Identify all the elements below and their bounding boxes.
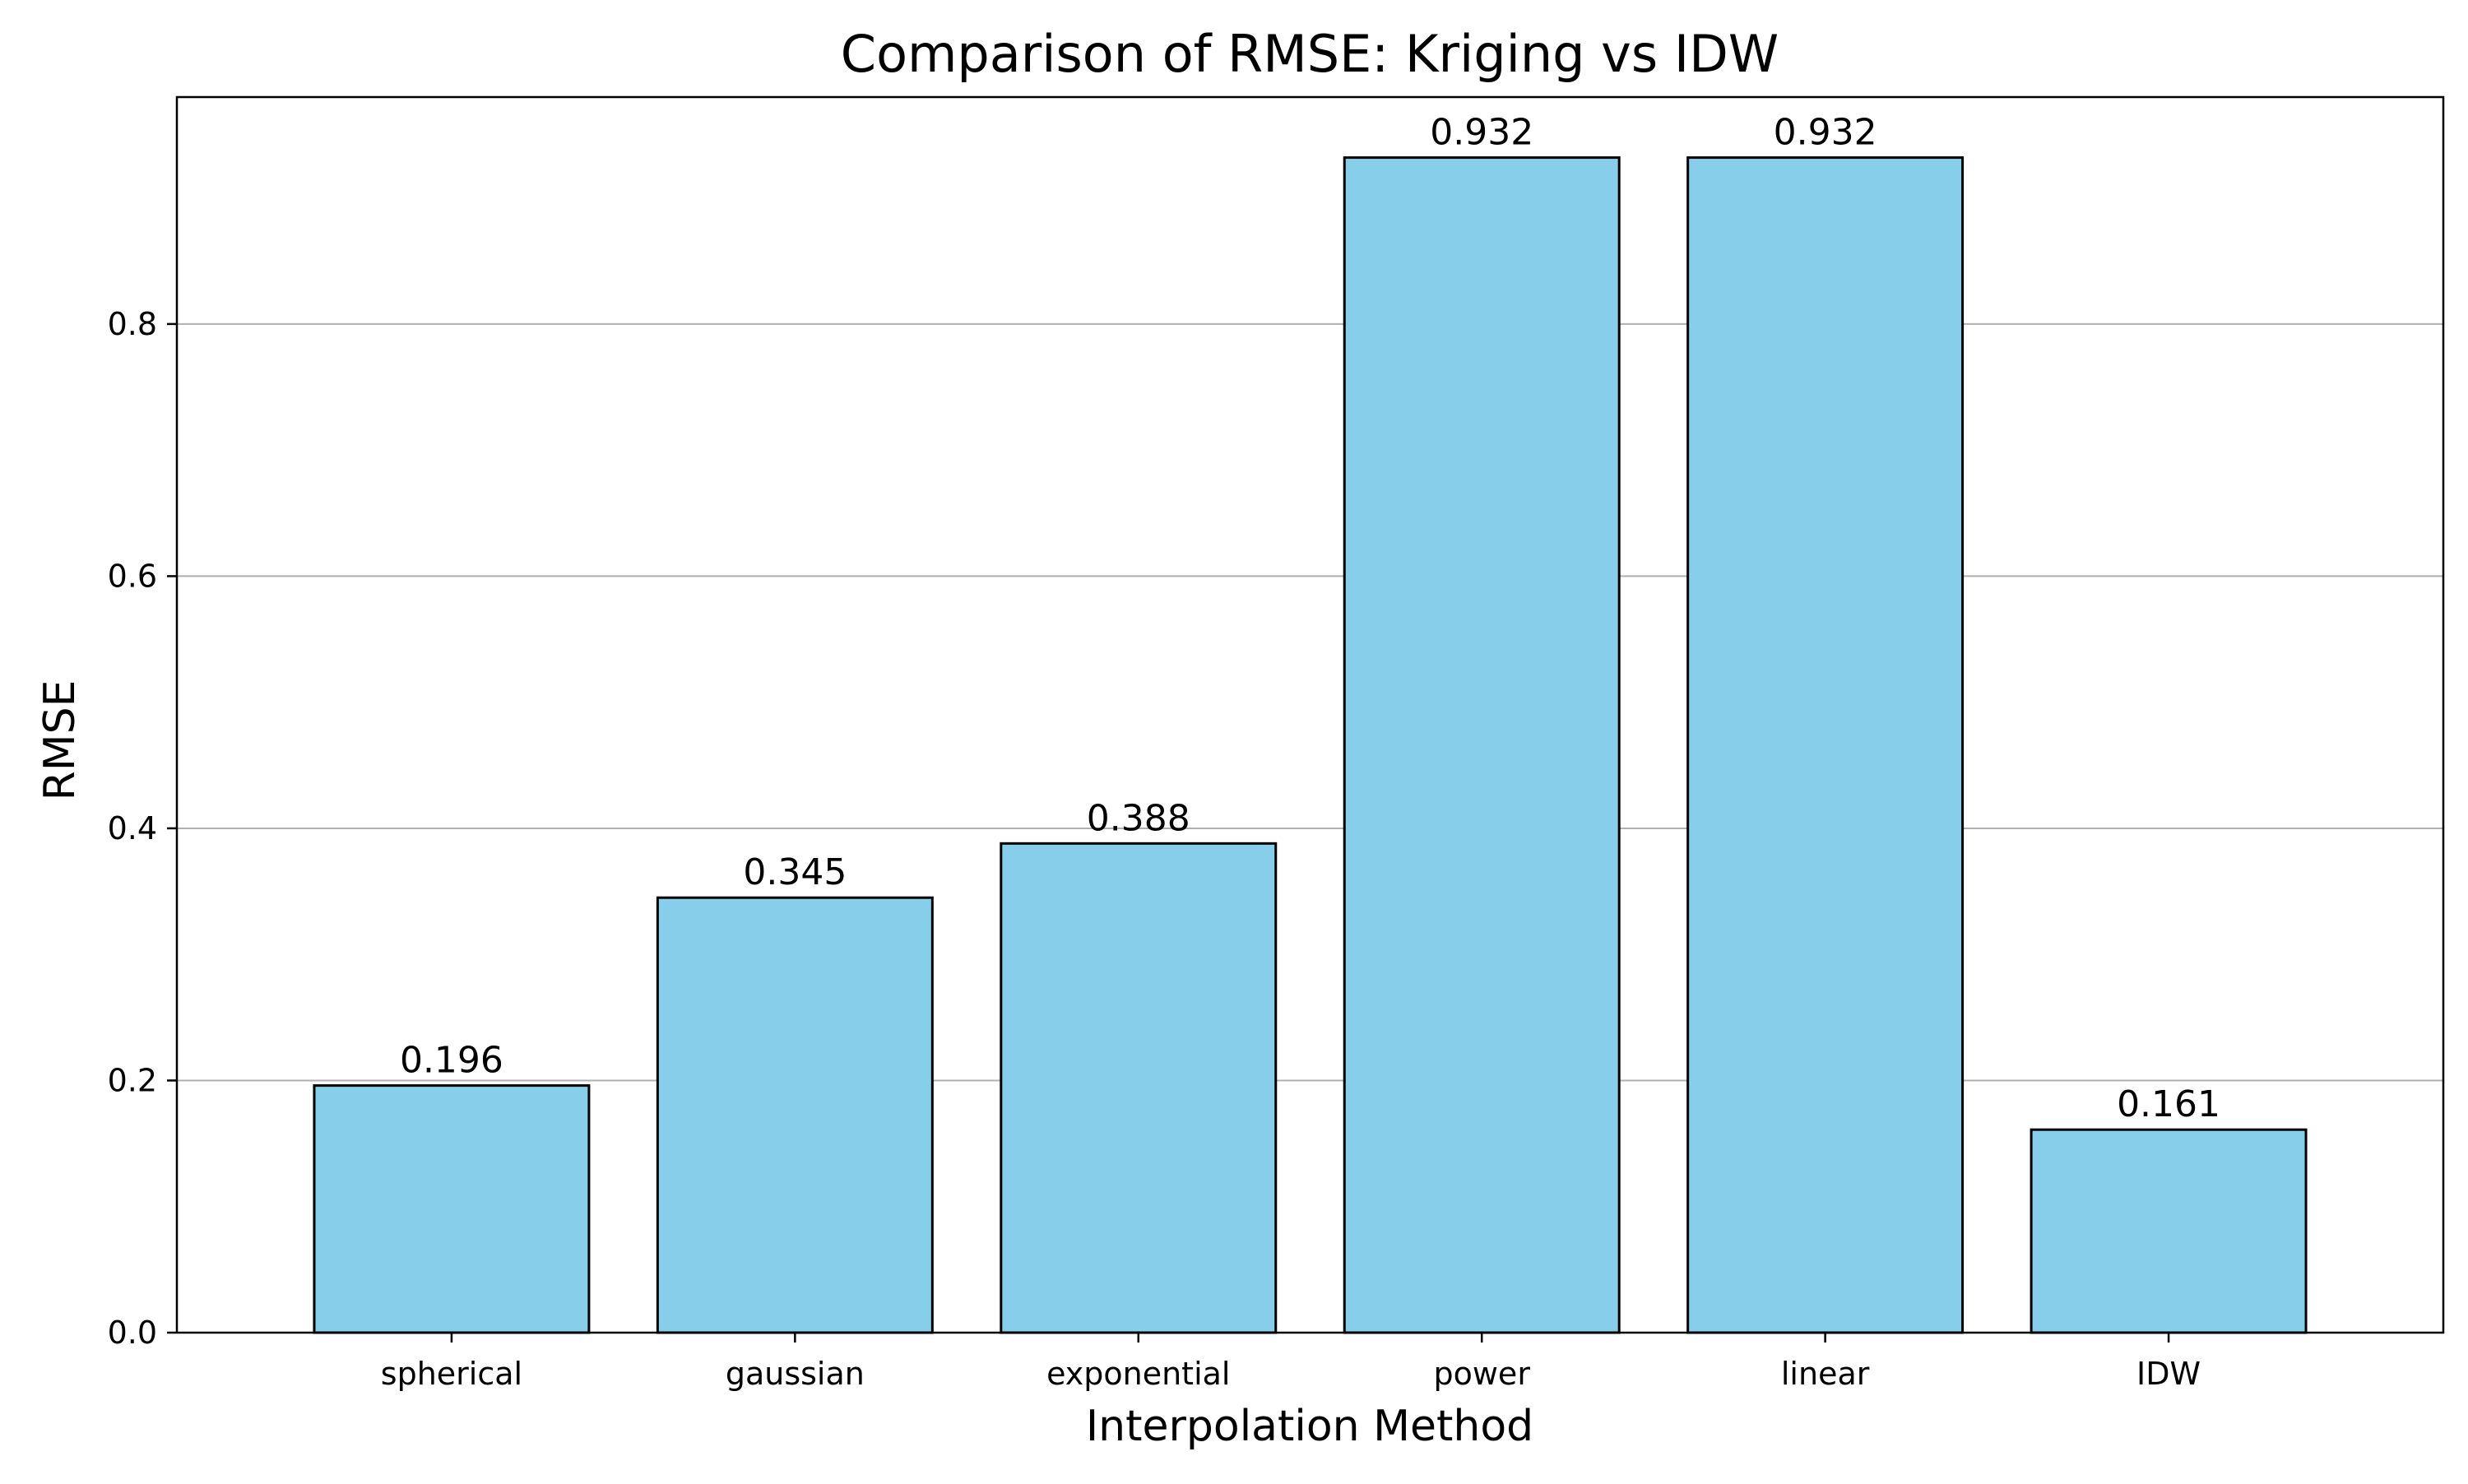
data-label: 0.196 [400,1040,503,1082]
x-axis-label: Interpolation Method [1086,1402,1533,1451]
data-label: 0.932 [1430,112,1533,154]
grid-layer [177,322,2443,1082]
bars-layer [313,156,2308,1334]
x-ticks-layer: spherical gaussian exponential power linear I… [381,1333,2201,1392]
x-tick-label: spherical [381,1356,522,1392]
data-labels-layer: 0.196 0.345 0.388 0.932 0.932 0.161 [400,112,2220,1126]
x-tick-label: gaussian [726,1356,865,1392]
bar-linear [1686,156,1965,1334]
bar-exponential [1000,842,1278,1334]
y-ticks-layer: 0.0 0.2 0.4 0.6 0.8 [108,306,177,1351]
x-tick-label: exponential [1046,1356,1230,1392]
y-tick-label: 0.0 [108,1315,157,1351]
bar-power [1343,156,1621,1334]
bar-gaussian [656,896,934,1334]
x-tick-label: IDW [2136,1356,2201,1392]
data-label: 0.345 [743,851,847,893]
data-label: 0.388 [1087,797,1190,839]
y-tick-label: 0.4 [108,810,157,846]
bar-idw [2030,1128,2308,1334]
y-tick-label: 0.8 [108,306,157,342]
x-tick-label: power [1433,1356,1530,1392]
y-tick-label: 0.6 [108,558,157,594]
plot-frame [175,95,2445,1334]
data-label: 0.932 [1774,112,1877,154]
y-axis-label: RMSE [35,680,85,801]
data-label: 0.161 [2117,1083,2220,1125]
chart-title: Comparison of RMSE: Kriging vs IDW [841,24,1779,84]
y-tick-label: 0.2 [108,1062,157,1098]
x-tick-label: linear [1781,1356,1870,1392]
bar-spherical [313,1084,591,1334]
